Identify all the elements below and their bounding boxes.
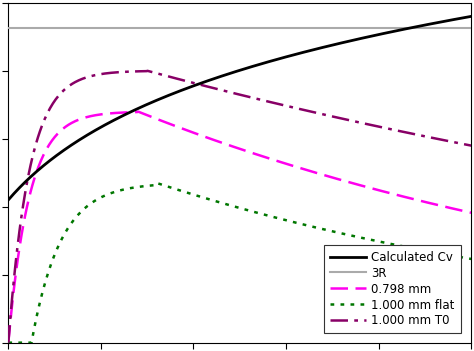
Calculated Cv (281, 55, 287, 60)
1.000 mm flat (226, 203, 232, 207)
Calculated Cv (225, 72, 231, 76)
1.000 mm flat (282, 218, 288, 222)
1.000 mm T0 (458, 141, 464, 146)
1.000 mm T0 (468, 144, 474, 148)
1.000 mm flat (468, 257, 474, 261)
1.000 mm T0 (229, 91, 235, 95)
0.798 mm (226, 143, 232, 147)
1.000 mm flat (154, 181, 160, 185)
Calculated Cv (385, 31, 391, 35)
Calculated Cv (6, 198, 11, 202)
Calculated Cv (228, 71, 234, 75)
0.798 mm (282, 161, 288, 165)
Line: 1.000 mm flat: 1.000 mm flat (9, 183, 471, 343)
1.000 mm T0 (6, 340, 11, 345)
1.000 mm flat (257, 211, 263, 216)
0.798 mm (386, 191, 392, 195)
1.000 mm flat (6, 340, 11, 345)
1.000 mm T0 (257, 98, 263, 102)
1.000 mm T0 (282, 104, 288, 108)
0.798 mm (257, 153, 263, 158)
1.000 mm flat (386, 241, 392, 246)
0.798 mm (468, 211, 474, 215)
Line: Calculated Cv: Calculated Cv (9, 16, 471, 200)
1.000 mm flat (458, 255, 464, 259)
Line: 1.000 mm T0: 1.000 mm T0 (9, 71, 471, 343)
0.798 mm (6, 340, 11, 345)
0.798 mm (229, 144, 235, 148)
Calculated Cv (457, 16, 463, 20)
0.798 mm (136, 110, 141, 114)
Calculated Cv (256, 62, 262, 67)
0.798 mm (458, 208, 464, 213)
Legend: Calculated Cv, 3R, 0.798 mm, 1.000 mm flat, 1.000 mm T0: Calculated Cv, 3R, 0.798 mm, 1.000 mm fl… (324, 245, 461, 333)
Calculated Cv (468, 14, 474, 19)
1.000 mm T0 (386, 127, 392, 131)
1.000 mm flat (229, 204, 235, 208)
Line: 0.798 mm: 0.798 mm (9, 112, 471, 343)
1.000 mm T0 (226, 90, 232, 94)
1.000 mm T0 (145, 69, 150, 73)
